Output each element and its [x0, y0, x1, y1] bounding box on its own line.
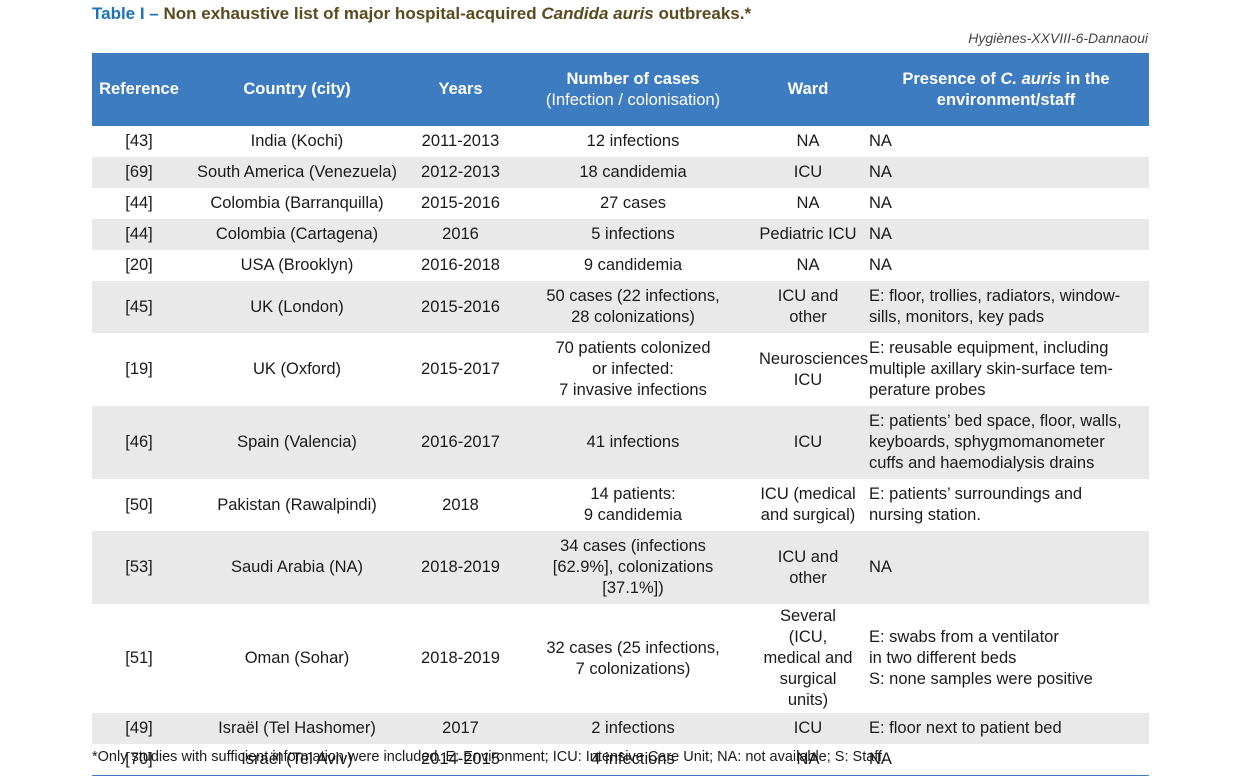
outbreaks-table: Reference Country (city) Years Number of…	[92, 53, 1149, 776]
cases-cell: 32 cases (25 infections, 7 colonizations)	[546, 638, 720, 678]
table-row: [53] Saudi Arabia (NA) 2018-2019 34 cases (…	[92, 531, 1149, 604]
table-row: [44] Colombia (Barranquilla) 2015-2016 27 c…	[92, 188, 1149, 219]
environment-cell: NA	[863, 219, 1149, 250]
header-years: Years	[408, 53, 513, 126]
ward-cell: ICU	[753, 157, 863, 188]
country-cell: Saudi Arabia (NA)	[186, 531, 408, 604]
ward-cell: Neurosciences ICU	[759, 349, 869, 389]
reference-cell: [46]	[92, 406, 186, 479]
ward-cell: ICU and other	[753, 531, 863, 604]
header-country: Country (city)	[186, 53, 408, 126]
table-body: [43] India (Kochi) 2011-2013 12 infections N…	[92, 126, 1149, 776]
cases-cell: 14 patients: 9 candidemia	[583, 485, 683, 524]
reference-cell: [44]	[92, 219, 186, 250]
cases-cell: 41 infections	[513, 406, 753, 479]
cases-cell: 5 infections	[513, 219, 753, 250]
header-row: Reference Country (city) Years Number of…	[92, 53, 1149, 126]
environment-cell: E: patients’ surroundings and nursing sta…	[869, 485, 1083, 524]
ward-cell: ICU (medical and surgical)	[760, 485, 856, 524]
environment-cell: NA	[869, 194, 892, 212]
ward-cell: NA	[796, 132, 820, 150]
header-cases: Number of cases (Infection / colonisation…	[513, 53, 753, 126]
table-row: [19] UK (Oxford) 2015-2017 70 patients colo…	[92, 333, 1149, 406]
table-row: [43] India (Kochi) 2011-2013 12 infections N…	[92, 126, 1149, 157]
ward-cell: Pediatric ICU	[753, 219, 863, 250]
table-footnote: *Only studies with sufficient informatio…	[92, 749, 887, 765]
environment-cell: E: floor next to patient bed	[863, 713, 1149, 744]
reference-cell: [50]	[125, 495, 153, 514]
country-cell: USA (Brooklyn)	[240, 256, 354, 274]
country-cell: UK (London)	[186, 281, 408, 333]
years-cell: 2018-2019	[408, 531, 513, 604]
source-credit: Hygiènes-XXVIII-6-Dannaoui	[968, 30, 1148, 46]
country-cell: India (Kochi)	[250, 132, 344, 150]
environment-cell: E: floor, trollies, radiators, window-si…	[863, 281, 1149, 333]
table-title: Table I – Non exhaustive list of major h…	[92, 4, 751, 24]
country-cell: UK (Oxford)	[252, 360, 341, 378]
table-row: [20] USA (Brooklyn) 2016-2018 9 candidemia N…	[92, 250, 1149, 281]
cases-cell: 50 cases (22 infections, 28 colonizations…	[513, 281, 753, 333]
environment-cell: NA	[869, 256, 892, 274]
years-cell: 2012-2013	[408, 157, 513, 188]
reference-cell: [43]	[125, 132, 153, 150]
country-cell: Pakistan (Rawalpindi)	[217, 495, 377, 514]
table-number-label: Table I –	[92, 4, 159, 23]
header-ward: Ward	[753, 53, 863, 126]
header-environment: Presence of C. auris in the environment/…	[863, 53, 1149, 126]
table-row: [44] Colombia (Cartagena) 2016 5 infections…	[92, 219, 1149, 250]
table-row: [69] South America (Venezuela) 2012-2013 18…	[92, 157, 1149, 188]
table-row: [45] UK (London) 2015-2016 50 cases (22 inf…	[92, 281, 1149, 333]
reference-cell: [53]	[92, 531, 186, 604]
table-row: [49] Israël (Tel Hashomer) 2017 2 infection…	[92, 713, 1149, 744]
ward-cell: NA	[796, 194, 820, 212]
country-cell: Israël (Tel Hashomer)	[186, 713, 408, 744]
environment-cell: NA	[869, 132, 892, 150]
environment-cell: E: patients’ bed space, floor, walls, key…	[863, 406, 1149, 479]
reference-cell: [19]	[125, 360, 153, 378]
ward-cell: Several (ICU, medical and surgical units)	[763, 607, 853, 709]
years-cell: 2011-2013	[421, 132, 500, 150]
reference-cell: [49]	[92, 713, 186, 744]
years-cell: 2017	[408, 713, 513, 744]
years-cell: 2016-2018	[421, 256, 500, 274]
years-cell: 2018	[442, 495, 479, 514]
table-row: [51] Oman (Sohar) 2018-2019 32 cases (25 in…	[92, 604, 1149, 713]
years-cell: 2016-2017	[408, 406, 513, 479]
table-row: [50] Pakistan (Rawalpindi) 2018 14 patients…	[92, 479, 1149, 531]
country-cell: Spain (Valencia)	[186, 406, 408, 479]
country-cell: Colombia (Barranquilla)	[210, 194, 384, 212]
cases-cell: 2 infections	[513, 713, 753, 744]
years-cell: 2015-2017	[421, 360, 500, 378]
cases-cell: 27 cases	[599, 194, 667, 212]
years-cell: 2018-2019	[421, 649, 500, 667]
cases-cell: 9 candidemia	[583, 256, 683, 274]
cases-cell: 70 patients colonized or infected: 7 invas…	[555, 339, 711, 399]
header-reference: Reference	[92, 53, 186, 126]
table-title-text: Non exhaustive list of major hospital-ac…	[158, 4, 752, 23]
environment-cell: E: reusable equipment, including multiple…	[869, 339, 1113, 399]
ward-cell: ICU	[753, 713, 863, 744]
years-cell: 2015-2016	[421, 194, 500, 212]
ward-cell: ICU and other	[753, 281, 863, 333]
ward-cell: NA	[796, 256, 820, 274]
environment-cell: E: swabs from a ventilator in two differe…	[869, 628, 1093, 688]
ward-cell: ICU	[753, 406, 863, 479]
reference-cell: [20]	[125, 256, 153, 274]
years-cell: 2015-2016	[408, 281, 513, 333]
reference-cell: [45]	[92, 281, 186, 333]
reference-cell: [51]	[125, 649, 153, 667]
cases-cell: 18 candidemia	[513, 157, 753, 188]
cases-cell: 34 cases (infections [62.9%], colonizatio…	[513, 531, 753, 604]
reference-cell: [44]	[125, 194, 153, 212]
country-cell: South America (Venezuela)	[186, 157, 408, 188]
reference-cell: [69]	[92, 157, 186, 188]
years-cell: 2016	[408, 219, 513, 250]
country-cell: Oman (Sohar)	[244, 649, 350, 667]
table-row: [46] Spain (Valencia) 2016-2017 41 infectio…	[92, 406, 1149, 479]
country-cell: Colombia (Cartagena)	[186, 219, 408, 250]
environment-cell: NA	[863, 157, 1149, 188]
cases-cell: 12 infections	[586, 132, 680, 150]
environment-cell: NA	[863, 531, 1149, 604]
